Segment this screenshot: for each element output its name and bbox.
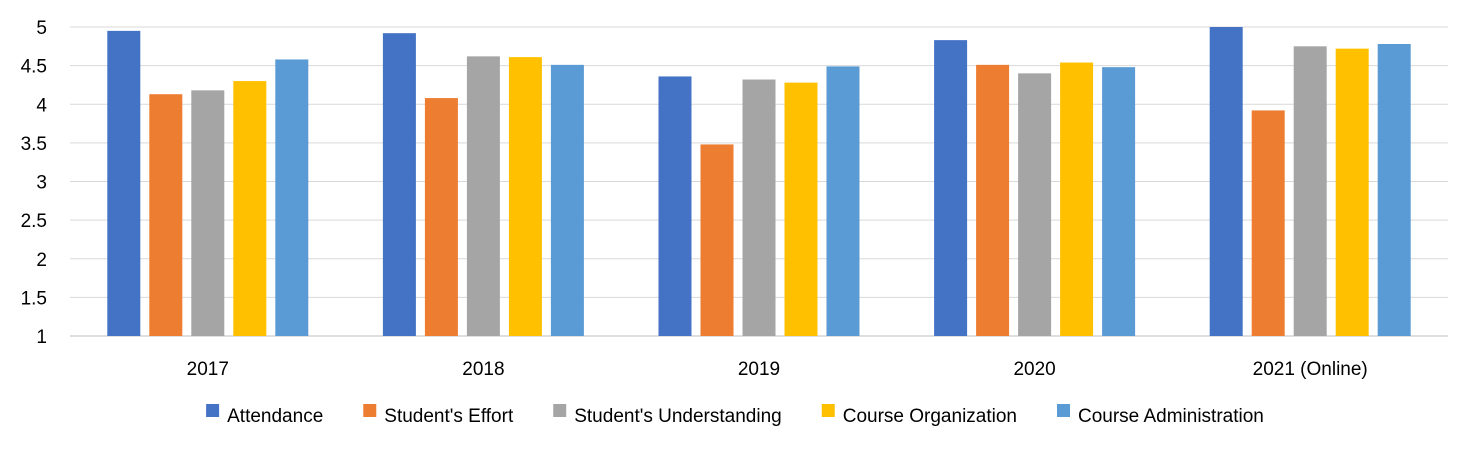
bar <box>934 40 968 336</box>
legend-item: Student's Effort <box>363 404 514 427</box>
bar <box>191 90 225 336</box>
legend-item: Course Organization <box>821 404 1017 427</box>
bar <box>1102 67 1136 337</box>
bar <box>1293 46 1327 336</box>
bar <box>1209 27 1243 336</box>
x-tick-label: 2021 (Online) <box>1253 359 1368 380</box>
legend-item: Attendance <box>206 404 323 427</box>
y-tick-label: 1 <box>36 327 47 348</box>
bar <box>382 33 416 337</box>
bar <box>1335 48 1369 336</box>
bar <box>424 98 458 336</box>
y-axis-ticks: 1 1.5 2 2.5 3 3.5 4 4.5 5 <box>21 18 48 348</box>
legend-label: Course Organization <box>843 406 1017 427</box>
y-tick-label: 3 <box>36 173 47 194</box>
bar <box>550 64 584 336</box>
bar <box>658 76 692 336</box>
legend-swatch <box>821 404 835 417</box>
x-tick-label: 2020 <box>1013 359 1055 380</box>
x-tick-label: 2018 <box>462 359 504 380</box>
y-tick-label: 2 <box>36 250 47 271</box>
legend-label: Student's Understanding <box>574 406 782 427</box>
bars <box>107 27 1411 337</box>
legend-swatch <box>363 404 377 417</box>
x-axis-labels: 2017 2018 2019 2020 2021 (Online) <box>187 359 1368 380</box>
y-tick-label: 2.5 <box>21 211 47 232</box>
y-tick-label: 4 <box>36 95 47 116</box>
bar <box>976 64 1010 336</box>
bar <box>508 57 542 336</box>
x-tick-label: 2017 <box>187 359 229 380</box>
bar <box>826 66 860 337</box>
bar <box>275 59 309 336</box>
bar <box>107 30 141 337</box>
y-tick-label: 4.5 <box>21 57 47 78</box>
legend-item: Course Administration <box>1057 404 1264 427</box>
bar <box>466 56 500 336</box>
y-tick-label: 5 <box>36 18 47 39</box>
bar <box>784 82 818 337</box>
bar <box>1251 110 1285 337</box>
x-tick-label: 2019 <box>738 359 780 380</box>
bar <box>742 79 776 336</box>
bar <box>233 81 267 336</box>
legend-label: Attendance <box>227 406 323 427</box>
bar <box>700 144 734 336</box>
bar <box>1060 62 1094 336</box>
legend-swatch <box>553 404 567 417</box>
legend-swatch <box>206 404 220 417</box>
legend: Attendance Student's Effort Student's Unde… <box>206 404 1264 427</box>
legend-label: Course Administration <box>1078 406 1264 427</box>
y-tick-label: 1.5 <box>21 288 47 309</box>
legend-swatch <box>1057 404 1070 417</box>
bar <box>149 94 183 337</box>
legend-item: Student's Understanding <box>553 404 782 427</box>
legend-label: Student's Effort <box>384 406 514 427</box>
y-tick-label: 3.5 <box>21 134 47 155</box>
bar <box>1018 73 1052 336</box>
bar <box>1377 43 1411 337</box>
